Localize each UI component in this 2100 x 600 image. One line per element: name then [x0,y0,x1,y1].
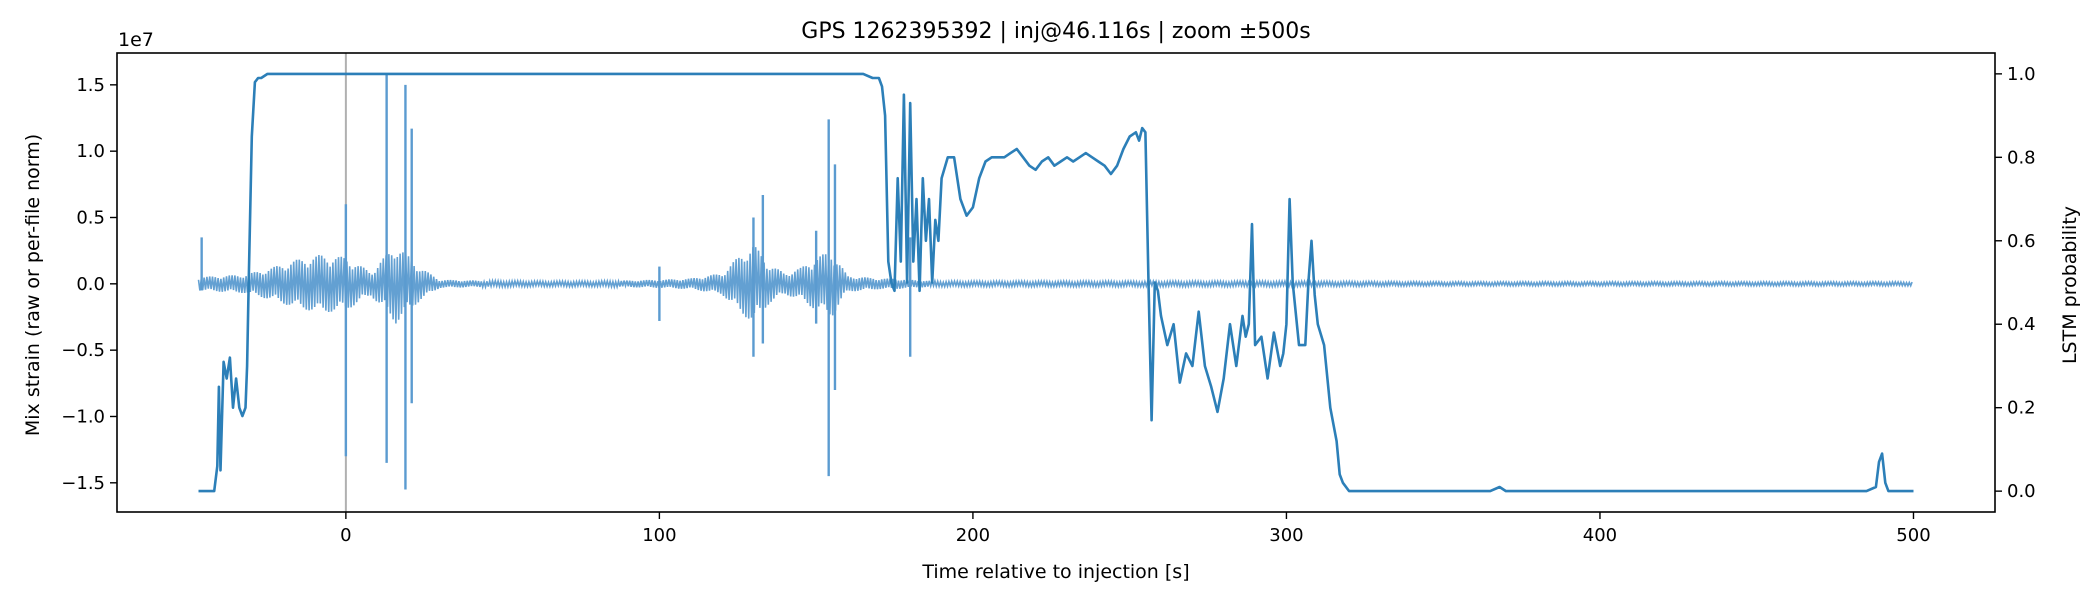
chart-title: GPS 1262395392 | inj@46.116s | zoom ±500… [801,19,1310,44]
left-y-tick-label: 1.0 [76,141,105,162]
left-axis-label: Mix strain (raw or per-file norm) [22,134,44,436]
axes-frame [116,52,1996,513]
left-y-tick-label: 0.0 [76,274,105,295]
x-tick-label: 200 [956,525,990,546]
x-axis-label: Time relative to injection [s] [921,561,1189,583]
right-y-tick-label: 0.6 [2007,231,2036,252]
right-y-tick-label: 0.4 [2007,314,2036,335]
right-y-tick-label: 0.8 [2007,147,2036,168]
x-tick-label: 100 [642,525,676,546]
x-tick-label: 500 [1896,525,1930,546]
right-axis-label: LSTM probability [2059,206,2081,364]
strain-series-line [197,247,1913,324]
left-y-tick-label: −1.5 [61,473,105,494]
right-y-tick-label: 1.0 [2007,64,2036,85]
left-y-tick-label: −0.5 [61,340,105,361]
left-axis-offset-text: 1e7 [118,29,154,51]
right-y-tick-label: 0.0 [2007,481,2036,502]
lstm-probability-line [198,72,1914,493]
x-axis-ticks: 0 100 200 300 400 500 [340,512,1931,546]
left-y-tick-label: −1.0 [61,406,105,427]
left-y-tick-label: 1.5 [76,75,105,96]
x-tick-label: 0 [340,525,351,546]
plot-area [116,52,1996,513]
left-axis-ticks: −1.5 −1.0 −0.5 0.0 0.5 1.0 1.5 [61,75,117,494]
x-tick-label: 300 [1269,525,1303,546]
x-tick-label: 400 [1583,525,1617,546]
right-axis-ticks: 0.0 0.2 0.4 0.6 0.8 1.0 [1995,64,2036,502]
right-y-tick-label: 0.2 [2007,398,2036,419]
left-y-tick-label: 0.5 [76,207,105,228]
